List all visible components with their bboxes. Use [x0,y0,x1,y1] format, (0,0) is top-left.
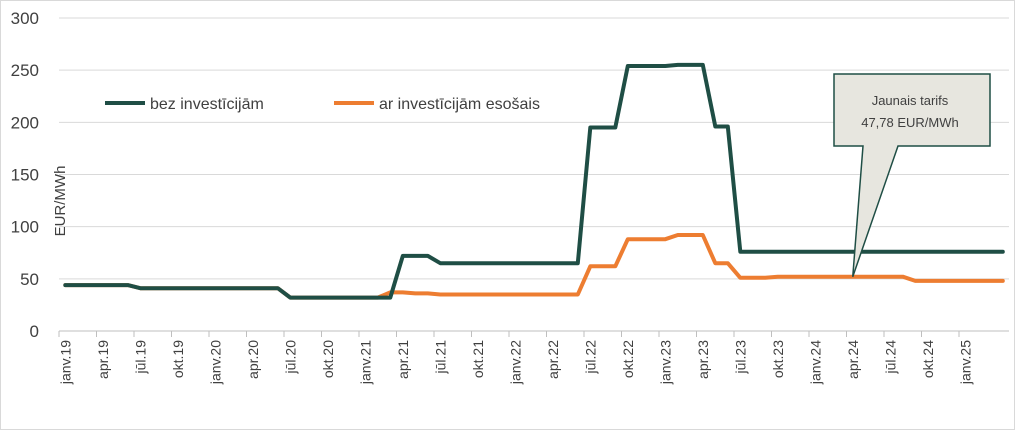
x-tick-label: jūl.20 [282,340,298,375]
x-tick-label: janv.20 [207,340,223,385]
x-tick-label: okt.23 [770,340,786,378]
series-line-bez-investicijam [63,62,1005,300]
grid [59,17,1009,280]
x-tick-label: apr.21 [395,340,411,379]
x-tick-label: okt.21 [470,340,486,378]
x-tick-label: okt.20 [320,340,336,378]
x-tick-label: okt.22 [620,340,636,378]
x-tick-label: jūl.24 [882,340,898,375]
y-tick-label: 0 [30,322,39,341]
y-tick-label: 50 [20,270,39,289]
x-tick-label: jūl.19 [132,340,148,375]
x-tick-label: janv.22 [507,340,523,385]
y-tick-label: 250 [11,61,39,80]
y-tick-label: 300 [11,9,39,28]
y-tick-label: 100 [11,218,39,237]
x-tick-label: okt.24 [920,340,936,378]
legend: bez investīcijām ar investīcijām esošais [105,96,540,113]
x-tick-label: apr.24 [845,340,861,379]
x-tick-label: apr.19 [95,340,111,379]
series-lines [63,62,1005,300]
tariff-callout: Jaunais tarifs 47,78 EUR/MWh [833,73,991,277]
y-tick-label: 150 [11,166,39,185]
x-tick-label: jūl.22 [582,340,598,375]
callout-text-line2: 47,78 EUR/MWh [861,115,959,130]
callout-text-line1: Jaunais tarifs [872,93,949,108]
x-tick-label: apr.23 [695,340,711,379]
x-tick-label: janv.25 [957,340,973,385]
x-tick-label: janv.23 [657,340,673,385]
y-axis-title: EUR/MWh [52,166,69,237]
x-tick-label: apr.22 [545,340,561,379]
x-tick-label: janv.24 [807,340,823,385]
x-tick-label: jūl.23 [732,340,748,375]
x-tick-label: janv.21 [357,340,373,385]
x-tick-label: jūl.21 [432,340,448,375]
axes: 0 50 100 150 200 250 300 janv.19 apr.19 jūl.19 okt… [11,9,1009,385]
x-tick-label: apr.20 [245,340,261,379]
y-tick-label: 200 [11,113,39,132]
x-tick-label: okt.19 [170,340,186,378]
legend-label-ar-investicijam: ar investīcijām esošais [379,96,540,113]
legend-label-bez-investicijam: bez investīcijām [150,96,264,113]
x-tick-label: janv.19 [57,340,73,385]
callout-box [833,73,991,277]
